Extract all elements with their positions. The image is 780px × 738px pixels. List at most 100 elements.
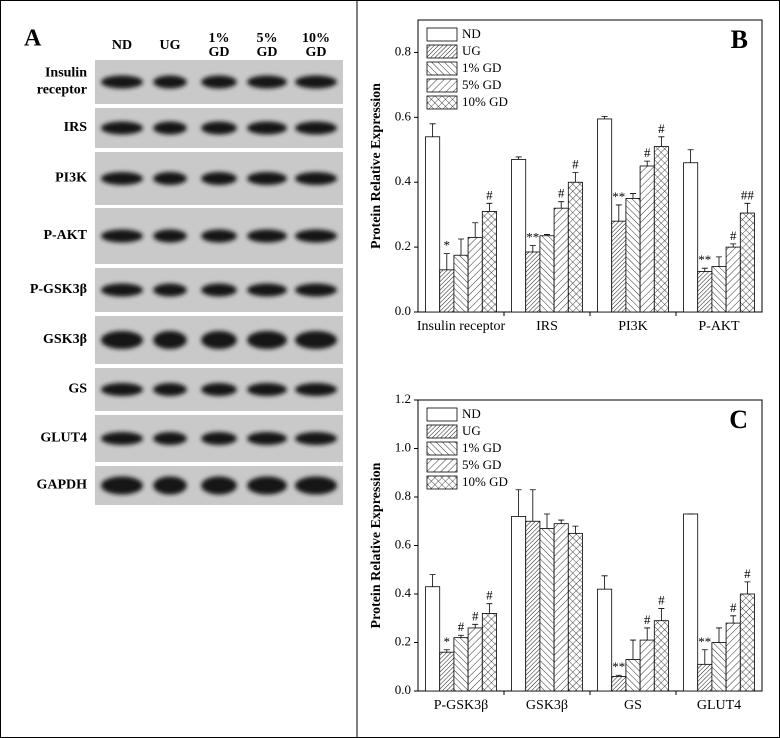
legend-label: 1% GD — [462, 440, 501, 455]
blot-band — [295, 229, 337, 243]
error-bar — [544, 234, 550, 236]
y-tick-label: 0.6 — [395, 536, 412, 551]
blot-band — [153, 172, 187, 185]
legend-label: 1% GD — [462, 60, 501, 75]
row-label: GS — [68, 382, 87, 397]
row-label: P-GSK3β — [30, 282, 87, 297]
error-bar — [572, 172, 579, 183]
bar — [625, 198, 641, 313]
blot-band — [247, 229, 287, 243]
legend-swatch — [426, 78, 458, 93]
panel-label: A — [24, 26, 42, 52]
lane-label: 1% GD — [209, 31, 230, 60]
blot-band — [295, 121, 337, 135]
significance-mark: ** — [612, 189, 625, 204]
significance-mark: # — [558, 186, 565, 201]
lane-label: ND — [112, 38, 132, 53]
blot-band — [101, 229, 143, 243]
blot-band — [153, 229, 187, 243]
bar — [639, 639, 655, 692]
legend-label: 10% GD — [462, 94, 508, 109]
error-bar — [458, 238, 464, 256]
bar — [539, 528, 555, 692]
lane-label: UG — [160, 38, 181, 53]
y-tick-label: 1.0 — [395, 439, 411, 454]
bar — [739, 212, 755, 313]
blot-band — [153, 432, 187, 445]
blot-band — [201, 121, 237, 135]
bar — [725, 622, 741, 692]
bar — [453, 637, 469, 692]
bar — [439, 269, 455, 313]
legend-label: UG — [462, 423, 481, 438]
y-tick-label: 0.2 — [395, 238, 411, 253]
error-bar — [458, 634, 464, 638]
y-tick-label: 0.0 — [395, 303, 411, 318]
blot-band — [153, 283, 187, 297]
legend-swatch — [426, 441, 458, 456]
error-bar — [644, 160, 651, 166]
blot-band — [247, 432, 287, 445]
legend-label: 5% GD — [462, 457, 501, 472]
x-tick-label: P-GSK3β — [434, 698, 489, 713]
significance-mark: # — [730, 600, 737, 615]
error-bar — [515, 156, 522, 160]
bar — [467, 627, 483, 692]
bar — [567, 181, 583, 313]
significance-mark: * — [444, 238, 451, 253]
bar — [697, 271, 713, 313]
error-bar — [486, 603, 493, 614]
bar — [453, 254, 469, 313]
bar — [639, 165, 655, 313]
error-bar — [515, 489, 522, 517]
y-tick-label: 0.4 — [395, 585, 412, 600]
error-bar — [644, 627, 651, 641]
significance-mark: # — [644, 145, 651, 160]
blot-band — [201, 383, 237, 396]
bar — [567, 532, 583, 692]
blot-band — [295, 283, 337, 297]
x-tick-label: PI3K — [618, 319, 648, 334]
y-tick-label: 0.4 — [395, 173, 412, 188]
bar — [653, 620, 669, 692]
blot-band — [247, 383, 287, 396]
blot-band — [295, 75, 337, 89]
bar — [611, 676, 627, 692]
significance-mark: ** — [698, 634, 711, 649]
significance-mark: # — [486, 187, 493, 202]
bar — [481, 211, 497, 313]
error-bar — [701, 267, 708, 272]
x-tick-label: GS — [624, 698, 642, 713]
significance-mark: # — [572, 156, 579, 171]
panel-label: C — [729, 405, 748, 434]
error-bar — [630, 639, 636, 660]
legend-swatch — [426, 61, 458, 76]
bar — [711, 266, 727, 313]
y-tick-label: 1.2 — [395, 391, 411, 406]
blot-band — [201, 172, 237, 185]
blot-band — [295, 383, 337, 396]
error-bar — [472, 623, 479, 628]
x-tick-label: GLUT4 — [697, 698, 741, 713]
bar — [597, 118, 613, 313]
error-bar — [558, 519, 565, 524]
error-bar — [429, 123, 436, 137]
significance-mark: ## — [741, 187, 755, 202]
blot-band — [101, 476, 143, 495]
error-bar — [443, 649, 450, 653]
error-bar — [615, 674, 622, 677]
bar — [525, 520, 541, 692]
error-bar — [730, 243, 737, 248]
blot-band — [101, 121, 143, 135]
error-bar — [744, 581, 751, 594]
blot-band — [247, 476, 287, 495]
error-bar — [429, 574, 436, 587]
blot-band — [101, 331, 143, 349]
blot-band — [247, 172, 287, 185]
bar — [439, 651, 455, 692]
y-tick-label: 0.8 — [395, 43, 411, 58]
bar — [425, 586, 441, 692]
error-bar — [572, 525, 579, 534]
blot-band — [101, 75, 143, 89]
